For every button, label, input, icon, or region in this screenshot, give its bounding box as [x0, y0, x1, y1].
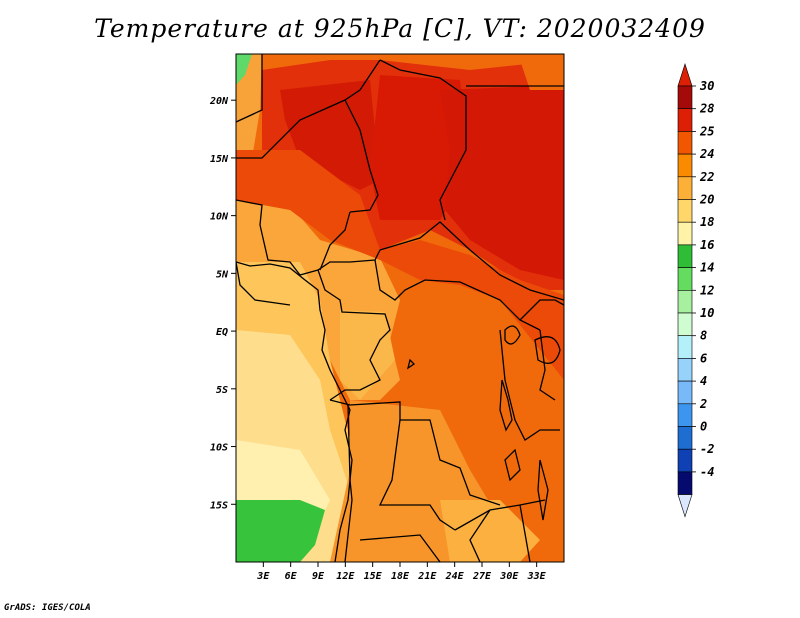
colorbar-label: 22 [699, 170, 714, 184]
x-tick-label: 15E [364, 571, 383, 582]
colorbar-swatch [677, 289, 693, 314]
x-tick-label: 18E [391, 571, 410, 582]
colorbar-swatch [677, 403, 693, 427]
x-tick-label: 24E [445, 571, 465, 582]
colorbar-label: 25 [699, 124, 714, 138]
y-tick-label: 10S [210, 443, 228, 454]
lakes [406, 325, 561, 521]
x-tick-label: 12E [336, 571, 355, 582]
colorbar-swatch [677, 267, 693, 291]
colorbar-label: 18 [700, 215, 714, 229]
colorbar-label: 30 [699, 79, 714, 93]
y-tick-label: 15S [210, 500, 228, 511]
colorbar-swatch [677, 199, 693, 223]
y-tick-label: 20N [209, 96, 229, 107]
colorbar-swatch [677, 426, 693, 450]
x-axis: 3E 6E 9E 12E 15E 18E 21E 24E 27E 30E 33E [256, 562, 547, 582]
colorbar-label: 20 [699, 193, 714, 207]
colorbar-swatch [677, 176, 693, 200]
colorbar-label: 16 [700, 238, 714, 252]
colorbar-label: -4 [700, 465, 714, 479]
colorbar-label: -2 [700, 442, 714, 456]
colorbar-label: 24 [699, 147, 714, 161]
colorbar-top-arrow [677, 63, 693, 87]
y-tick-label: EQ [216, 327, 228, 338]
colorbar-label: 28 [699, 102, 714, 116]
colorbar-label: 0 [700, 420, 707, 434]
colorbar-label: 4 [700, 374, 707, 388]
coastline [236, 261, 353, 562]
y-tick-label: 15N [210, 154, 229, 165]
colorbar-label: 2 [699, 397, 707, 411]
colorbar-bottom-arrow [677, 494, 693, 518]
colorbar-swatch [677, 380, 693, 405]
x-tick-label: 30E [499, 571, 519, 582]
colorbar-swatch [677, 358, 693, 382]
x-tick-label: 21E [417, 571, 437, 582]
y-axis: 20N 15N 10N 5N EQ 5S 10S 15S [209, 96, 236, 511]
colorbar-swatch [677, 221, 693, 246]
grads-credit: GrADS: IGES/COLA [4, 603, 91, 613]
colorbar-swatch [677, 471, 693, 495]
x-tick-label: 27E [472, 571, 492, 582]
colorbar-swatch [677, 335, 693, 359]
colorbar-swatch [677, 108, 693, 132]
y-tick-label: 5S [216, 385, 228, 396]
map-title: Temperature at 925hPa [C], VT: 202003240… [94, 14, 706, 43]
x-tick-label: 9E [312, 571, 325, 582]
colorbar-swatch [677, 312, 693, 337]
colorbar-swatch [677, 85, 693, 110]
colorbar-swatch [677, 153, 693, 178]
colorbar-label: 6 [700, 351, 707, 365]
x-tick-label: 33E [527, 571, 547, 582]
colorbar-label: 12 [700, 283, 714, 297]
colorbar-swatch [677, 244, 693, 268]
colorbar-swatch [677, 131, 693, 155]
colorbar-label: 14 [700, 261, 714, 275]
y-tick-label: 5N [216, 269, 229, 280]
country-borders [236, 54, 564, 562]
colorbar-label: 10 [700, 306, 714, 320]
x-tick-label: 6E [285, 571, 298, 582]
y-tick-label: 10N [210, 212, 229, 223]
x-tick-label: 3E [256, 571, 270, 582]
temperature-fill [236, 54, 564, 562]
colorbar-label: 8 [700, 329, 707, 343]
colorbar-swatch [677, 448, 693, 473]
